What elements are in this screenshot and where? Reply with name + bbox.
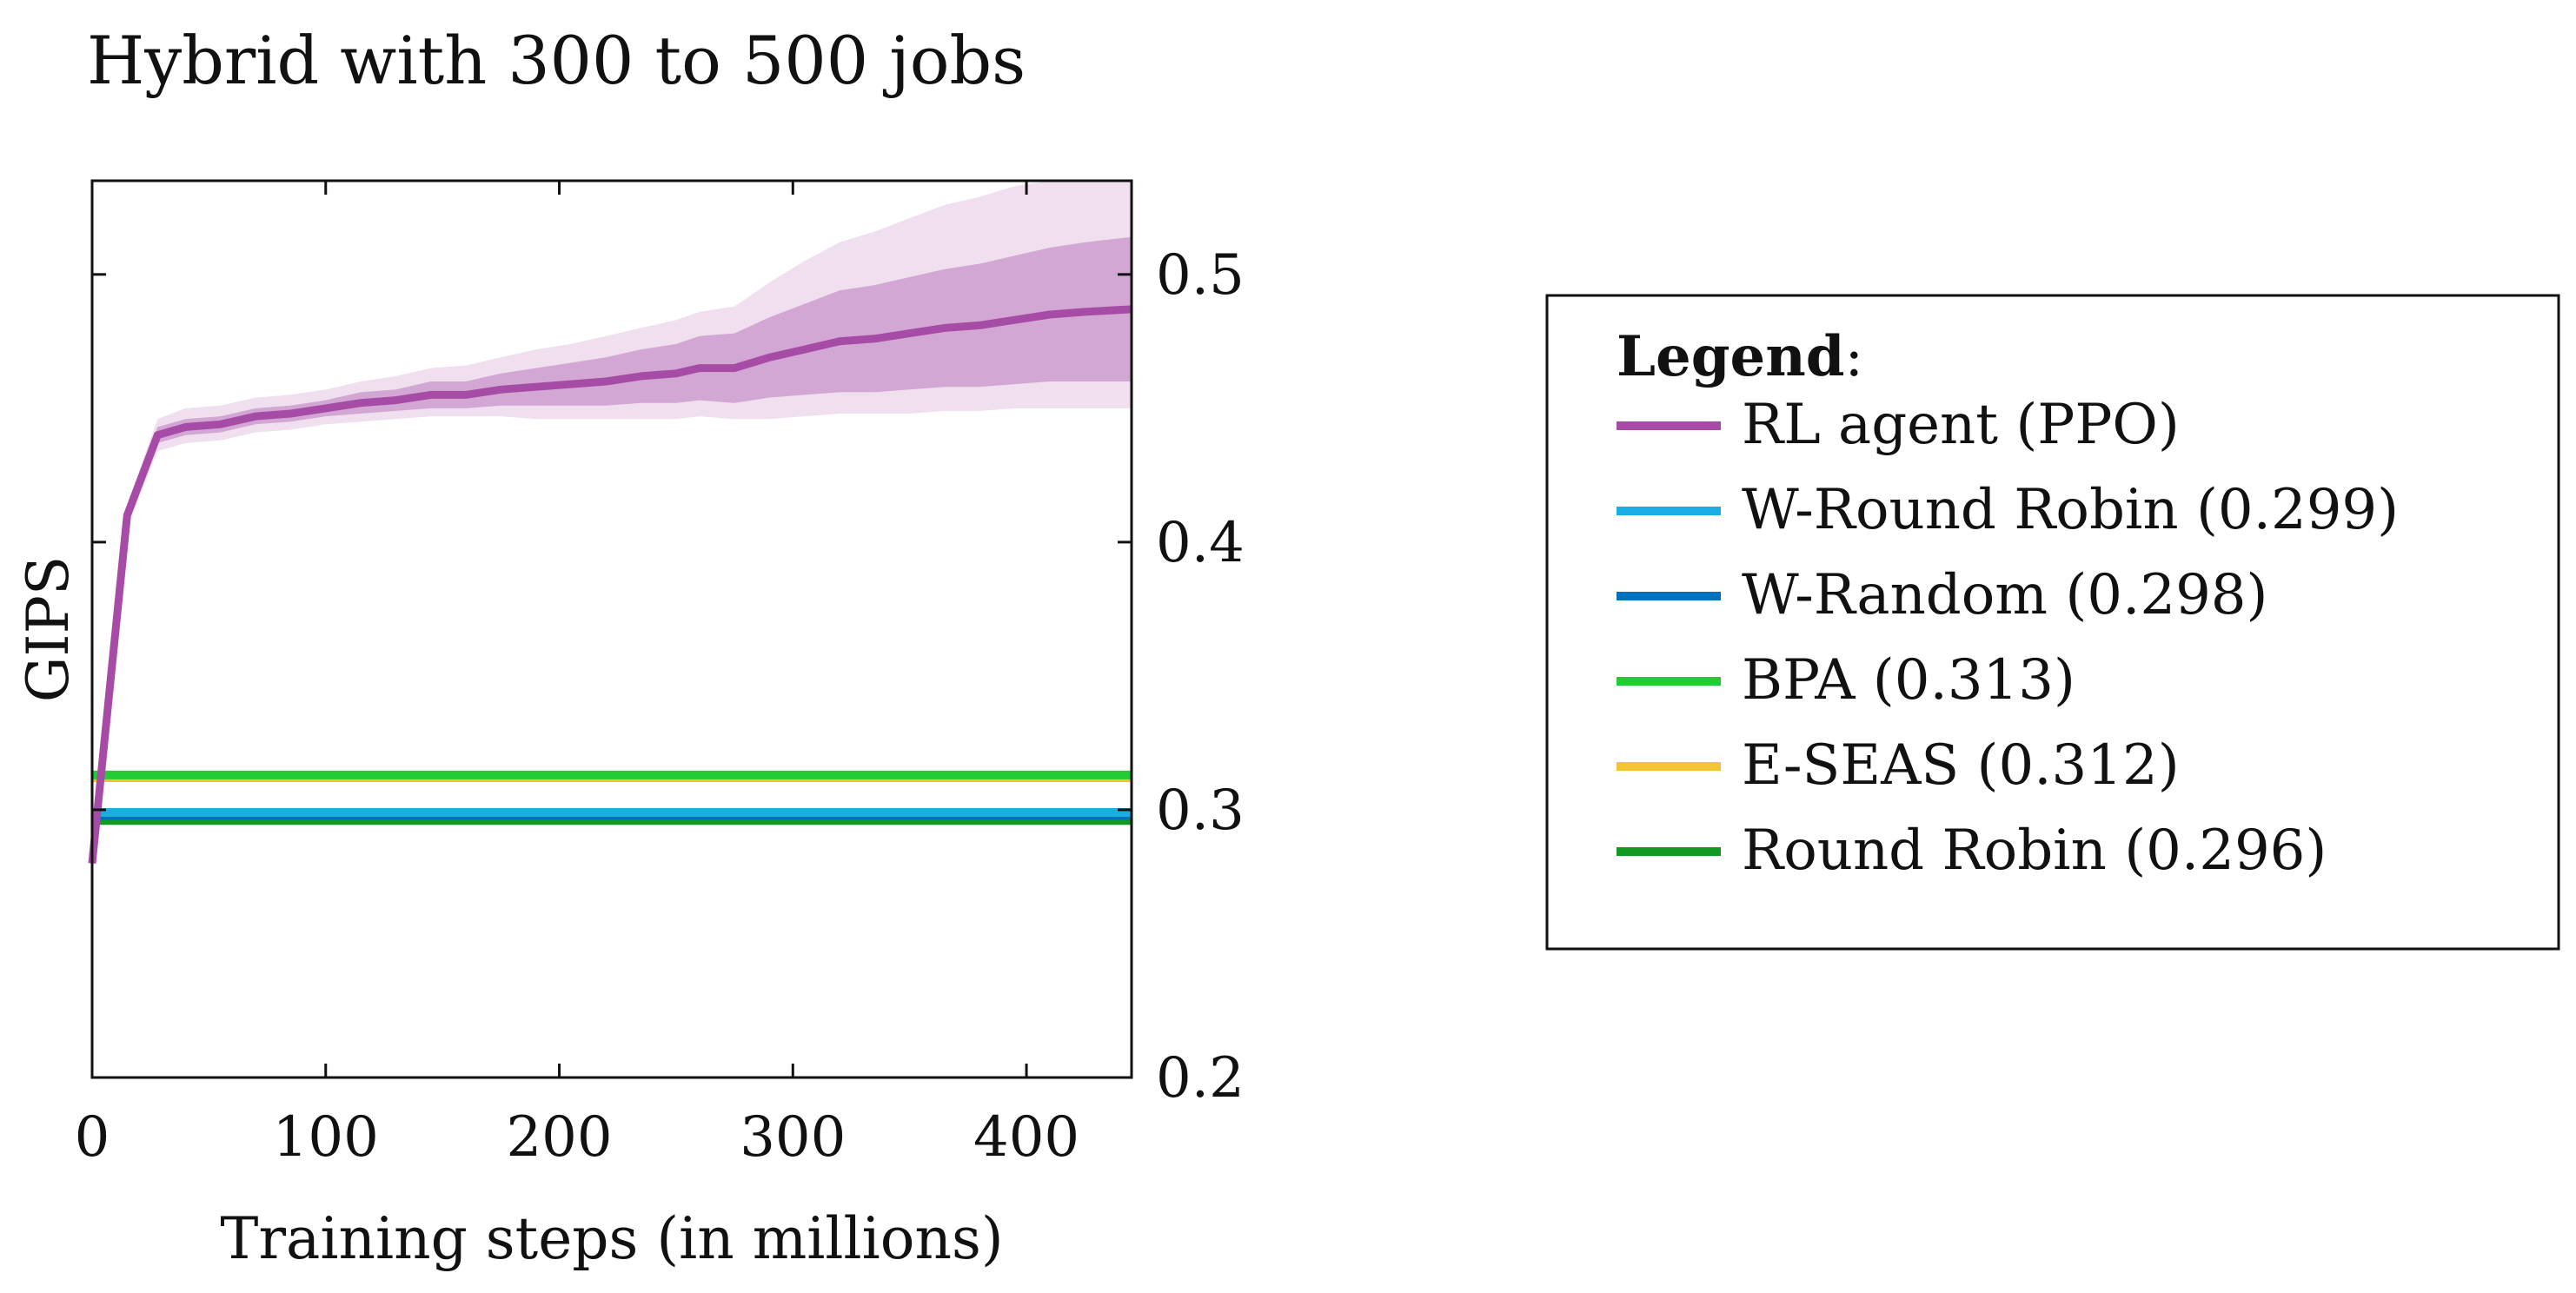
legend-title: Legend: [1617,324,1863,389]
rl-agent-outer-band [92,181,1132,864]
confidence-bands [92,181,1132,864]
legend-entry: Round Robin (0.296) [1742,819,2327,883]
legend-entry: W-Round Robin (0.299) [1742,478,2399,542]
legend-entry: RL agent (PPO) [1742,393,2180,457]
legend-entry: W-Random (0.298) [1742,563,2267,627]
x-tick-label: 200 [506,1105,612,1170]
legend-entry: BPA (0.313) [1742,648,2075,713]
y-tick-label: 0.5 [1156,243,1245,308]
plot-frame [90,179,1133,1079]
rl-agent-line [88,305,1132,865]
rl-agent-inner-band [92,236,1132,864]
y-tick-label: 0.4 [1156,511,1245,575]
rl-agent-line-group [88,305,1132,865]
x-axis-label: Training steps (in millions) [220,1205,1003,1272]
chart-title: Hybrid with 300 to 500 jobs [87,22,1026,99]
legend-entry: E-SEAS (0.312) [1742,733,2180,798]
x-tick-label: 300 [740,1105,846,1170]
legend-items: RL agent (PPO) W-Round Robin (0.299) W-Ran… [1617,393,2399,883]
x-axis: 0 100 200 300 400 [75,181,1079,1170]
y-axis: 0.2 0.3 0.4 0.5 [92,243,1245,1111]
y-tick-label: 0.2 [1156,1046,1245,1111]
x-tick-label: 100 [273,1105,379,1170]
x-tick-label: 0 [75,1105,110,1170]
x-tick-label: 400 [973,1105,1079,1170]
baseline-lines [92,770,1132,826]
y-axis-label: GIPS [15,556,82,702]
legend: Legend: RL agent (PPO) W-Round Robin (0.2… [1545,294,2560,951]
y-tick-label: 0.3 [1156,779,1245,843]
legend-box [1545,294,2560,951]
